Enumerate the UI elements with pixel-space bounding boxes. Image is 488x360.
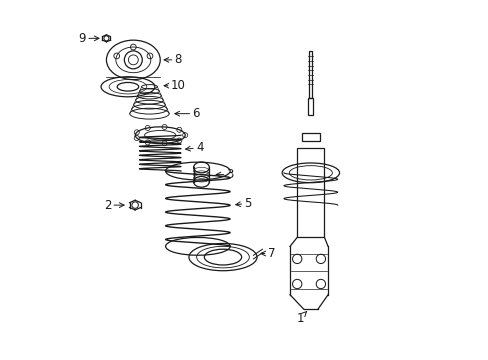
Text: 7: 7 [261, 247, 275, 260]
Text: 3: 3 [216, 168, 233, 181]
Text: 9: 9 [79, 32, 99, 45]
Text: 6: 6 [175, 107, 200, 120]
Text: 4: 4 [185, 141, 203, 154]
Text: 5: 5 [235, 197, 251, 210]
Text: 10: 10 [164, 79, 185, 92]
Text: 2: 2 [103, 199, 124, 212]
Text: 8: 8 [164, 53, 182, 66]
Text: 1: 1 [296, 311, 306, 325]
